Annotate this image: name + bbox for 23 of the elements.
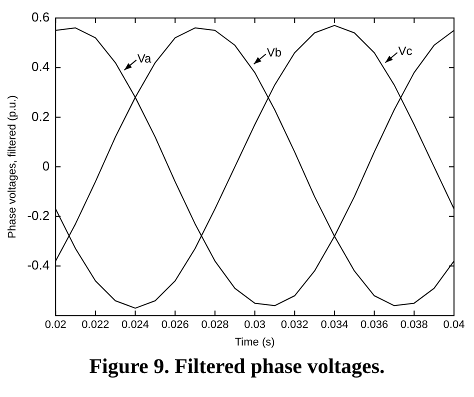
y-tick-label: 0.6 bbox=[32, 10, 50, 25]
x-tick-label: 0.04 bbox=[443, 319, 465, 332]
text: Figure 9. Filtered phase voltages. bbox=[88, 354, 386, 379]
x-tick-label: 0.038 bbox=[400, 319, 428, 332]
x-tick-label: 0.026 bbox=[161, 319, 189, 332]
x-tick-label: 0.028 bbox=[201, 319, 229, 332]
x-tick-label: 0.022 bbox=[82, 319, 110, 332]
x-axis-title: Time (s) bbox=[234, 336, 275, 348]
x-tick-label: 0.024 bbox=[122, 319, 150, 332]
x-tick-label: 0.034 bbox=[320, 319, 348, 332]
legend-label: Va bbox=[137, 51, 152, 66]
x-tick-label: 0.02 bbox=[44, 319, 66, 332]
y-tick-label: 0 bbox=[42, 158, 50, 174]
y-axis-title: Phase voltages, filtered (p.u.) bbox=[6, 95, 19, 238]
legend-label: Vc bbox=[398, 44, 412, 58]
x-tick-label: 0.032 bbox=[280, 319, 308, 332]
legend-label: Vb bbox=[266, 45, 282, 60]
x-tick-label: 0.036 bbox=[360, 319, 388, 332]
y-tick-label: 0.2 bbox=[32, 108, 50, 124]
y-tick-label: -0.2 bbox=[27, 208, 50, 223]
y-tick-label: -0.4 bbox=[27, 258, 50, 273]
x-tick-label: 0.03 bbox=[244, 319, 266, 332]
y-tick-label: 0.4 bbox=[32, 59, 50, 74]
